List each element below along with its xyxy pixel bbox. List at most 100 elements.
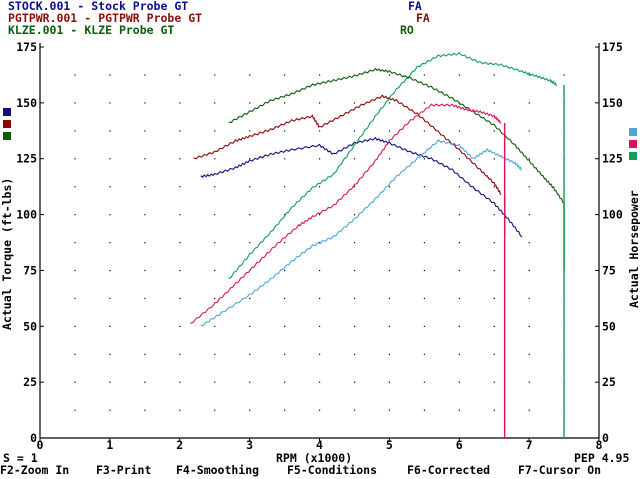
grid-dot bbox=[388, 102, 391, 104]
header-legend: STOCK.001- Stock Probe GT FA PGTPWR.001- P… bbox=[8, 0, 430, 37]
grid-dot bbox=[388, 214, 391, 216]
fkey-cursor-on[interactable]: F7-Cursor On bbox=[518, 463, 601, 477]
header-row-stock: STOCK.001- Stock Probe GT bbox=[8, 0, 188, 13]
grid-dot bbox=[109, 297, 111, 300]
header-file-klze: KLZE.001 bbox=[8, 23, 63, 37]
grid-dot bbox=[319, 297, 321, 300]
x-tick-label: 3 bbox=[246, 438, 253, 452]
grid-dot bbox=[74, 74, 76, 76]
grid-dot bbox=[284, 381, 286, 383]
grid-dot bbox=[388, 325, 391, 327]
grid-dot bbox=[528, 297, 530, 300]
y-tick-label-right: 25 bbox=[602, 375, 616, 389]
grid-dot bbox=[319, 74, 321, 76]
grid-dot bbox=[423, 158, 426, 160]
grid-dot bbox=[423, 325, 426, 327]
header-file-stock: STOCK.001 bbox=[8, 0, 70, 13]
grid-dot bbox=[353, 130, 356, 132]
grid-dot bbox=[493, 325, 495, 327]
grid-dot bbox=[214, 297, 216, 300]
grid-dot bbox=[284, 409, 286, 411]
grid-dot bbox=[388, 353, 391, 355]
y-tick-label: 125 bbox=[16, 152, 37, 166]
grid-dot bbox=[563, 74, 565, 76]
grid-dot bbox=[493, 74, 495, 76]
grid-dot bbox=[214, 130, 216, 132]
grid-dot bbox=[423, 353, 426, 355]
grid-dot bbox=[249, 325, 251, 327]
header-desc-pgtpwr: PGTPWR Probe GT bbox=[98, 11, 202, 25]
plot-frame bbox=[39, 43, 600, 441]
grid-dot bbox=[423, 130, 426, 132]
grid-dot bbox=[214, 242, 216, 244]
grid-dot bbox=[388, 381, 391, 383]
grid-dot bbox=[353, 186, 356, 188]
grid-dot bbox=[179, 242, 181, 244]
grid-dot bbox=[284, 353, 286, 355]
grid-dot bbox=[109, 102, 111, 104]
grid-dot bbox=[388, 269, 391, 272]
fkey-smoothing[interactable]: F4-Smoothing bbox=[176, 463, 259, 477]
function-key-bar: F2-Zoom In F3-Print F4-Smoothing F5-Cond… bbox=[0, 463, 601, 477]
y-tick-label-right: 0 bbox=[602, 431, 609, 445]
grid-dot bbox=[493, 297, 495, 300]
grid-dot bbox=[249, 74, 251, 76]
y-tick-label: 100 bbox=[16, 208, 37, 222]
grid-dot bbox=[214, 325, 216, 327]
fkey-zoom-in[interactable]: F2-Zoom In bbox=[0, 463, 69, 477]
fkey-conditions[interactable]: F5-Conditions bbox=[287, 463, 377, 477]
grid-dot bbox=[388, 74, 391, 76]
grid-dot bbox=[74, 269, 76, 272]
grid-dot bbox=[284, 186, 286, 188]
grid-dot bbox=[528, 214, 530, 216]
grid-dot bbox=[284, 102, 286, 104]
grid-dot bbox=[353, 102, 356, 104]
grid-dot bbox=[528, 353, 530, 355]
grid-dot bbox=[319, 242, 321, 244]
grid-dot bbox=[353, 325, 356, 327]
grid-dot bbox=[319, 214, 321, 216]
grid-dot bbox=[388, 242, 391, 244]
header-code-pgtpwr: FA bbox=[416, 11, 430, 25]
x-tick-label: 4 bbox=[316, 438, 323, 452]
grid-dot bbox=[249, 102, 251, 104]
grid-dot bbox=[249, 130, 251, 132]
grid-dots bbox=[74, 74, 565, 411]
grid-dot bbox=[214, 353, 216, 355]
grid-dot bbox=[528, 158, 530, 160]
grid-dot bbox=[493, 381, 495, 383]
grid-dot bbox=[423, 269, 426, 272]
grid-dot bbox=[109, 269, 111, 272]
header-code-klze: RO bbox=[400, 23, 414, 37]
grid-dot bbox=[353, 297, 356, 300]
grid-dot bbox=[493, 158, 495, 160]
y-tick-label: 50 bbox=[23, 319, 37, 333]
fkey-print[interactable]: F3-Print bbox=[96, 463, 151, 477]
header-file-pgtpwr: PGTPWR.001 bbox=[8, 11, 77, 25]
grid-dot bbox=[319, 269, 321, 272]
grid-dot bbox=[319, 158, 321, 160]
grid-dot bbox=[493, 130, 495, 132]
grid-dot bbox=[423, 214, 426, 216]
grid-dot bbox=[144, 242, 146, 244]
grid-dot bbox=[493, 102, 495, 104]
grid-dot bbox=[458, 269, 460, 272]
grid-dot bbox=[319, 186, 321, 188]
grid-dot bbox=[74, 297, 76, 300]
grid-dot bbox=[179, 74, 181, 76]
grid-dot bbox=[284, 74, 286, 76]
grid-dot bbox=[528, 186, 530, 188]
grid-dot bbox=[249, 353, 251, 355]
legend-swatch-klze-hp bbox=[629, 152, 637, 160]
grid-dot bbox=[74, 325, 76, 327]
grid-dot bbox=[458, 325, 460, 327]
grid-dot bbox=[214, 186, 216, 188]
grid-dot bbox=[109, 325, 111, 327]
grid-dot bbox=[74, 214, 76, 216]
grid-dot bbox=[109, 242, 111, 244]
grid-dot bbox=[284, 130, 286, 132]
grid-dot bbox=[528, 74, 530, 76]
grid-dot bbox=[284, 269, 286, 272]
grid-dot bbox=[144, 381, 146, 383]
fkey-corrected[interactable]: F6-Corrected bbox=[407, 463, 490, 477]
